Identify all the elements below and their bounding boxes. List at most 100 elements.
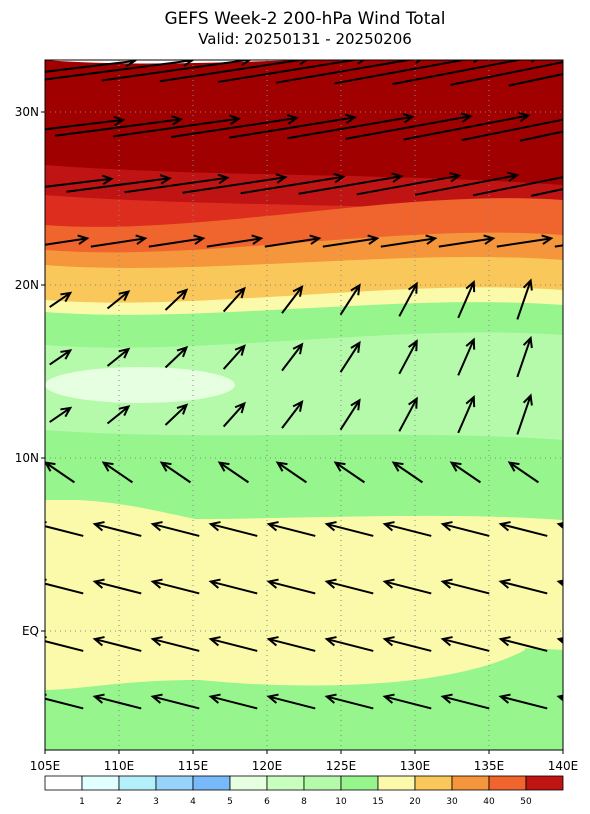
colorbar: 1 2 3 4 5 6 8 10 15 20 30 40 50 [44,775,564,807]
shade-green-left [45,470,180,500]
wind-arrow [398,339,418,375]
wind-arrow [92,578,142,595]
wind-arrow [577,279,590,321]
wind-vectors [45,60,590,710]
wind-arrow [106,347,131,367]
wind-arrow [333,461,366,484]
wind-arrow [298,172,404,195]
wind-arrow [530,188,563,197]
colorbar-box [451,775,490,791]
wind-arrow [208,693,258,710]
colorbar-box [44,775,83,791]
wind-arrow [556,694,563,702]
wind-arrow [150,693,200,710]
wind-arrow [49,406,73,423]
map-frame [44,59,564,751]
lon-label: 105E [30,759,61,773]
wind-arrow [498,693,548,710]
wind-arrow [101,461,134,484]
wind-arrow [440,636,490,652]
wind-arrow [264,234,322,248]
wind-arrow [577,394,590,436]
wind-arrow [150,578,200,595]
wind-arrow [101,60,252,82]
wind-arrow [281,342,304,372]
lat-label: EQ [22,624,39,638]
shade-pale [45,367,235,403]
wind-speed-shading [45,60,563,750]
wind-arrow [382,636,432,652]
colorbar-label: 5 [227,797,233,807]
wind-arrow [498,636,548,652]
colorbar-label: 20 [409,797,421,807]
wind-arrow [148,234,206,248]
wind-arrow [287,113,415,140]
wind-arrow [124,173,230,194]
wind-arrow [556,637,563,644]
wind-arrow [159,461,192,484]
wind-arrow [414,171,520,196]
wind-arrow [222,401,246,428]
colorbar-box [229,775,268,791]
lon-label: 120E [252,759,283,773]
colorbar-box [488,775,527,791]
wind-arrow [382,521,432,537]
wind-arrow [322,234,380,248]
wind-arrow [208,578,258,595]
wind-arrow [457,337,476,376]
wind-arrow [324,693,374,710]
wind-arrow [229,113,357,139]
wind-arrow [45,115,126,131]
wind-arrow [182,173,288,194]
wind-arrow [45,693,84,710]
wind-arrow [577,337,590,379]
wind-arrow [398,396,418,432]
wind-arrow [496,234,554,248]
wind-arrow [164,403,189,426]
colorbar-label: 1 [79,797,85,807]
wind-arrow [339,283,361,316]
wind-arrow [240,172,346,195]
colorbar-box [414,775,453,791]
colorbar-box [81,775,120,791]
wind-arrow [392,60,536,86]
wind-arrow [90,234,148,248]
colorbar-label: 6 [264,797,270,807]
wind-arrow [92,521,142,537]
wind-arrow [568,463,590,483]
wind-arrow [457,395,476,434]
colorbar-box [303,775,342,791]
wind-arrow [449,461,482,484]
wind-arrow [556,579,563,587]
wind-arrow [266,521,316,537]
wind-arrow [324,521,374,537]
wind-arrow [45,60,137,73]
colorbar-box [525,775,564,791]
wind-arrow [391,461,424,484]
colorbar-label: 50 [520,797,532,807]
colorbar-box [192,775,231,791]
wind-arrow [217,60,365,83]
wind-arrow [275,461,308,484]
wind-arrow [339,340,361,373]
wind-arrow [516,278,533,320]
wind-arrow [380,234,438,248]
wind-arrow [45,234,90,246]
wind-arrow [457,280,476,319]
wind-arrow [106,405,131,425]
wind-arrow [281,285,304,314]
wind-arrow [556,522,563,529]
colorbar-box [266,775,305,791]
colorbar-label: 30 [446,797,458,807]
wind-arrow [508,73,563,87]
wind-arrow [339,398,361,431]
wind-arrow [171,114,300,138]
wind-arrow [403,111,531,141]
wind-arrow [440,521,490,537]
wind-arrow [324,636,374,652]
wind-arrow [222,344,246,370]
lon-label: 140E [548,759,579,773]
wind-arrow [275,60,422,84]
lat-label: 30N [15,105,39,119]
